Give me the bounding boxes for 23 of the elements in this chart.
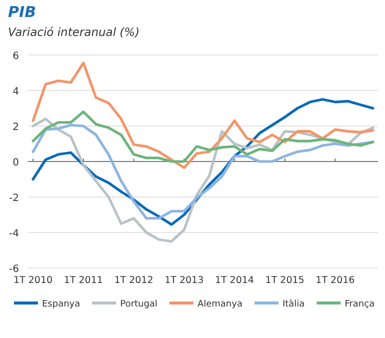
- x-tick-label: 1T 2010: [14, 275, 53, 286]
- y-tick-label: 4: [12, 86, 19, 98]
- x-tick-label: 1T 2015: [265, 275, 304, 286]
- chart-subtitle: Variació interanual (%): [8, 25, 140, 39]
- line-series: [32, 62, 374, 170]
- legend-label: Portugal: [120, 300, 158, 310]
- legend-label: Itàlia: [282, 298, 305, 310]
- x-tick-label: 1T 2012: [114, 275, 154, 286]
- x-tick-label: 1T 2016: [316, 275, 355, 286]
- y-tick-label: -2: [9, 193, 19, 204]
- legend-label: Alemanya: [197, 300, 242, 310]
- y-tick-label: 6: [12, 51, 19, 62]
- x-tick-label: 1T 2014: [214, 275, 254, 286]
- y-tick-label: -6: [9, 264, 19, 275]
- y-tick-label: -4: [9, 228, 19, 240]
- chart-title: PIB: [8, 3, 36, 21]
- y-tick-label: 0: [12, 158, 19, 168]
- x-tick-label: 1T 2011: [64, 275, 103, 286]
- line-series: [32, 110, 374, 163]
- y-tick-label: 2: [12, 122, 19, 133]
- legend-label: França: [344, 300, 375, 310]
- x-tick-label: 1T 2013: [164, 275, 204, 286]
- legend-label: Espanya: [42, 300, 80, 310]
